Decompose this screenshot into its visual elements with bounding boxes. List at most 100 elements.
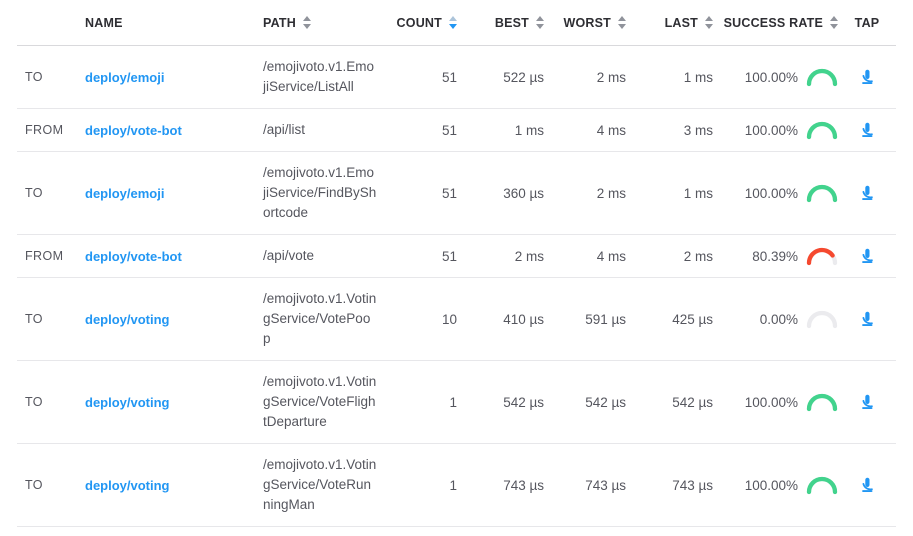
header-best[interactable]: BEST (457, 16, 544, 30)
tap-icon-button[interactable] (859, 477, 875, 493)
success-rate-cell: 100.00% (713, 476, 838, 495)
path-value: /api/vote (263, 248, 315, 263)
resource-link[interactable]: deploy/vote-bot (85, 122, 182, 138)
sort-asc-icon (449, 16, 457, 22)
tap-cell (838, 248, 896, 264)
direction-label: TO (25, 312, 43, 326)
table-row: TO deploy/voting /emojivoto.v1.VotingSer… (17, 444, 896, 527)
worst-latency-value: 2 ms (596, 185, 626, 201)
count-value: 1 (449, 477, 457, 493)
direction-label: FROM (25, 249, 64, 263)
header-worst[interactable]: WORST (544, 16, 626, 30)
path-value: /emojivoto.v1.VotingService/VoteRunningM… (263, 457, 377, 512)
count-value: 51 (441, 122, 457, 138)
header-tap: TAP (838, 16, 896, 30)
header-tap-label: TAP (854, 15, 880, 30)
path-cell: /emojivoto.v1.EmojiService/ListAll (263, 46, 383, 108)
success-rate-arc-icon (806, 310, 838, 328)
tap-icon (862, 69, 873, 84)
success-rate-value: 100.00% (744, 185, 798, 201)
last-latency-value: 1 ms (683, 69, 713, 85)
tap-icon-button[interactable] (859, 122, 875, 138)
path-value: /emojivoto.v1.EmojiService/FindByShortco… (263, 165, 377, 220)
success-rate-value: 0.00% (759, 311, 798, 327)
worst-latency-value: 542 µs (585, 394, 626, 410)
direction-label: TO (25, 186, 43, 200)
success-rate-value: 100.00% (744, 477, 798, 493)
path-cell: /emojivoto.v1.VotingService/VotePoop (263, 278, 383, 360)
header-last[interactable]: LAST (626, 16, 713, 30)
path-value: /emojivoto.v1.VotingService/VoteFlightDe… (263, 374, 377, 429)
sort-desc-icon (830, 23, 838, 29)
success-rate-value: 100.00% (744, 394, 798, 410)
success-rate-arc-icon (806, 184, 838, 202)
success-rate-cell: 80.39% (713, 247, 838, 266)
header-best-label: BEST (494, 15, 529, 30)
header-path[interactable]: PATH (263, 16, 383, 30)
resource-link[interactable]: deploy/voting (85, 311, 170, 327)
header-name: NAME (85, 16, 263, 30)
worst-latency-value: 4 ms (596, 122, 626, 138)
resource-link[interactable]: deploy/voting (85, 477, 170, 493)
success-rate-cell: 0.00% (713, 310, 838, 329)
sort-asc-icon (536, 16, 544, 22)
direction-label: TO (25, 395, 43, 409)
count-value: 51 (441, 185, 457, 201)
header-count[interactable]: COUNT (383, 16, 457, 30)
tap-icon (862, 122, 873, 137)
tap-icon-button[interactable] (859, 394, 875, 410)
sort-desc-icon (705, 23, 713, 29)
resource-link[interactable]: deploy/vote-bot (85, 248, 182, 264)
header-last-label: LAST (664, 15, 698, 30)
best-latency-value: 1 ms (514, 122, 544, 138)
best-latency-value: 410 µs (503, 311, 544, 327)
tap-icon-button[interactable] (859, 69, 875, 85)
worst-latency-value: 591 µs (585, 311, 626, 327)
resource-link[interactable]: deploy/emoji (85, 69, 165, 85)
path-value: /emojivoto.v1.VotingService/VotePoop (263, 291, 377, 346)
header-name-label: NAME (85, 15, 123, 30)
sort-desc-active-icon (449, 23, 457, 29)
success-rate-arc-icon (806, 393, 838, 411)
success-rate-cell: 100.00% (713, 121, 838, 140)
header-worst-label: WORST (563, 15, 611, 30)
sort-desc-icon (618, 23, 626, 29)
tap-icon-button[interactable] (859, 248, 875, 264)
count-value: 10 (441, 311, 457, 327)
best-latency-value: 542 µs (503, 394, 544, 410)
best-latency-value: 522 µs (503, 69, 544, 85)
last-latency-value: 3 ms (683, 122, 713, 138)
success-rate-cell: 100.00% (713, 184, 838, 203)
sort-arrows-icon (536, 16, 544, 29)
best-latency-value: 743 µs (503, 477, 544, 493)
last-latency-value: 542 µs (672, 394, 713, 410)
header-success-rate[interactable]: SUCCESS RATE (713, 16, 838, 30)
tap-icon-button[interactable] (859, 185, 875, 201)
resource-link[interactable]: deploy/voting (85, 394, 170, 410)
name-cell: deploy/vote-bot (85, 123, 263, 138)
tap-cell (838, 69, 896, 85)
tap-cell (838, 394, 896, 410)
success-rate-arc-icon (806, 476, 838, 494)
last-latency-value: 743 µs (672, 477, 713, 493)
header-path-label: PATH (263, 15, 296, 30)
table-row: TO deploy/emoji /emojivoto.v1.EmojiServi… (17, 152, 896, 235)
tap-cell (838, 311, 896, 327)
tap-cell (838, 185, 896, 201)
worst-latency-value: 743 µs (585, 477, 626, 493)
name-cell: deploy/vote-bot (85, 249, 263, 264)
success-rate-value: 100.00% (744, 69, 798, 85)
success-rate-arc-icon (806, 121, 838, 139)
name-cell: deploy/voting (85, 312, 263, 327)
best-latency-value: 2 ms (514, 248, 544, 264)
path-cell: /api/vote (263, 235, 383, 277)
resource-link[interactable]: deploy/emoji (85, 185, 165, 201)
last-latency-value: 2 ms (683, 248, 713, 264)
table-row: TO deploy/emoji /emojivoto.v1.EmojiServi… (17, 46, 896, 109)
tap-cell (838, 477, 896, 493)
tap-icon-button[interactable] (859, 311, 875, 327)
tap-cell (838, 122, 896, 138)
sort-arrows-icon (449, 16, 457, 29)
sort-asc-icon (830, 16, 838, 22)
success-rate-value: 80.39% (752, 248, 798, 264)
